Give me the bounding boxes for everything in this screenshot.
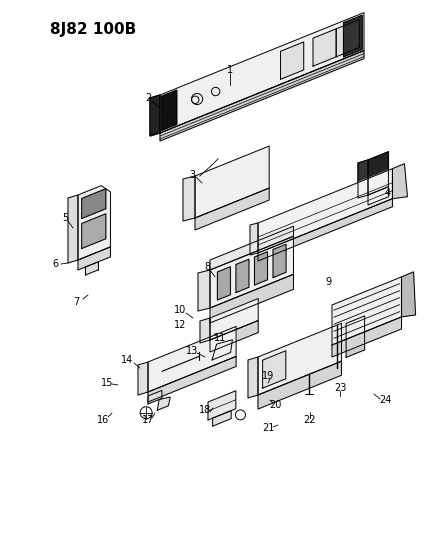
Polygon shape xyxy=(157,397,170,410)
Polygon shape xyxy=(212,340,232,360)
Text: 14: 14 xyxy=(121,355,133,365)
Polygon shape xyxy=(273,244,286,278)
Text: 2: 2 xyxy=(145,93,151,103)
Text: 23: 23 xyxy=(334,383,346,393)
Polygon shape xyxy=(346,316,365,358)
Polygon shape xyxy=(86,262,98,275)
Polygon shape xyxy=(195,146,269,218)
Polygon shape xyxy=(208,391,236,420)
Polygon shape xyxy=(368,187,388,205)
Polygon shape xyxy=(78,185,110,260)
Polygon shape xyxy=(280,42,304,79)
Polygon shape xyxy=(263,351,286,388)
Text: 17: 17 xyxy=(142,415,154,425)
Text: 5: 5 xyxy=(62,213,68,223)
Polygon shape xyxy=(148,390,162,404)
Polygon shape xyxy=(250,223,258,255)
Polygon shape xyxy=(200,318,210,343)
Text: 8: 8 xyxy=(204,262,210,272)
Polygon shape xyxy=(82,214,106,248)
Polygon shape xyxy=(258,199,392,261)
Polygon shape xyxy=(210,298,258,340)
Text: 6: 6 xyxy=(52,259,58,269)
Text: 15: 15 xyxy=(101,378,113,388)
Polygon shape xyxy=(138,362,148,395)
Polygon shape xyxy=(82,189,106,219)
Polygon shape xyxy=(68,195,78,263)
Text: 18: 18 xyxy=(199,405,211,415)
Text: 13: 13 xyxy=(186,346,198,356)
Polygon shape xyxy=(160,13,364,133)
Text: 22: 22 xyxy=(304,415,316,425)
Polygon shape xyxy=(148,326,236,392)
Text: 8J82 100B: 8J82 100B xyxy=(50,22,136,37)
Text: 7: 7 xyxy=(73,297,79,307)
Text: 24: 24 xyxy=(379,395,391,405)
Polygon shape xyxy=(344,15,362,57)
Polygon shape xyxy=(236,259,249,293)
Polygon shape xyxy=(78,247,110,270)
Polygon shape xyxy=(210,227,294,270)
Polygon shape xyxy=(210,274,294,323)
Polygon shape xyxy=(336,20,360,57)
Polygon shape xyxy=(213,410,231,426)
Polygon shape xyxy=(195,188,269,230)
Text: 3: 3 xyxy=(189,170,195,180)
Text: 16: 16 xyxy=(97,415,109,425)
Polygon shape xyxy=(332,317,401,357)
Text: 10: 10 xyxy=(174,305,186,315)
Polygon shape xyxy=(248,357,258,398)
Polygon shape xyxy=(160,51,364,141)
Polygon shape xyxy=(210,236,294,308)
Polygon shape xyxy=(148,357,236,402)
Polygon shape xyxy=(358,160,368,198)
Polygon shape xyxy=(217,266,230,300)
Polygon shape xyxy=(258,324,342,395)
Polygon shape xyxy=(258,361,342,409)
Polygon shape xyxy=(210,320,258,352)
Polygon shape xyxy=(150,95,160,136)
Polygon shape xyxy=(162,90,177,130)
Text: 11: 11 xyxy=(214,333,226,343)
Polygon shape xyxy=(255,252,268,285)
Text: 1: 1 xyxy=(227,65,233,75)
Polygon shape xyxy=(392,164,407,199)
Polygon shape xyxy=(368,152,388,195)
Text: 12: 12 xyxy=(174,320,186,330)
Polygon shape xyxy=(313,29,336,66)
Polygon shape xyxy=(198,270,210,311)
Text: 9: 9 xyxy=(325,277,331,287)
Text: 19: 19 xyxy=(262,371,274,381)
Text: 21: 21 xyxy=(262,423,274,433)
Text: 4: 4 xyxy=(385,188,391,198)
Polygon shape xyxy=(258,168,392,253)
Text: 20: 20 xyxy=(269,400,281,410)
Polygon shape xyxy=(183,176,195,221)
Polygon shape xyxy=(332,277,401,345)
Polygon shape xyxy=(401,272,416,317)
